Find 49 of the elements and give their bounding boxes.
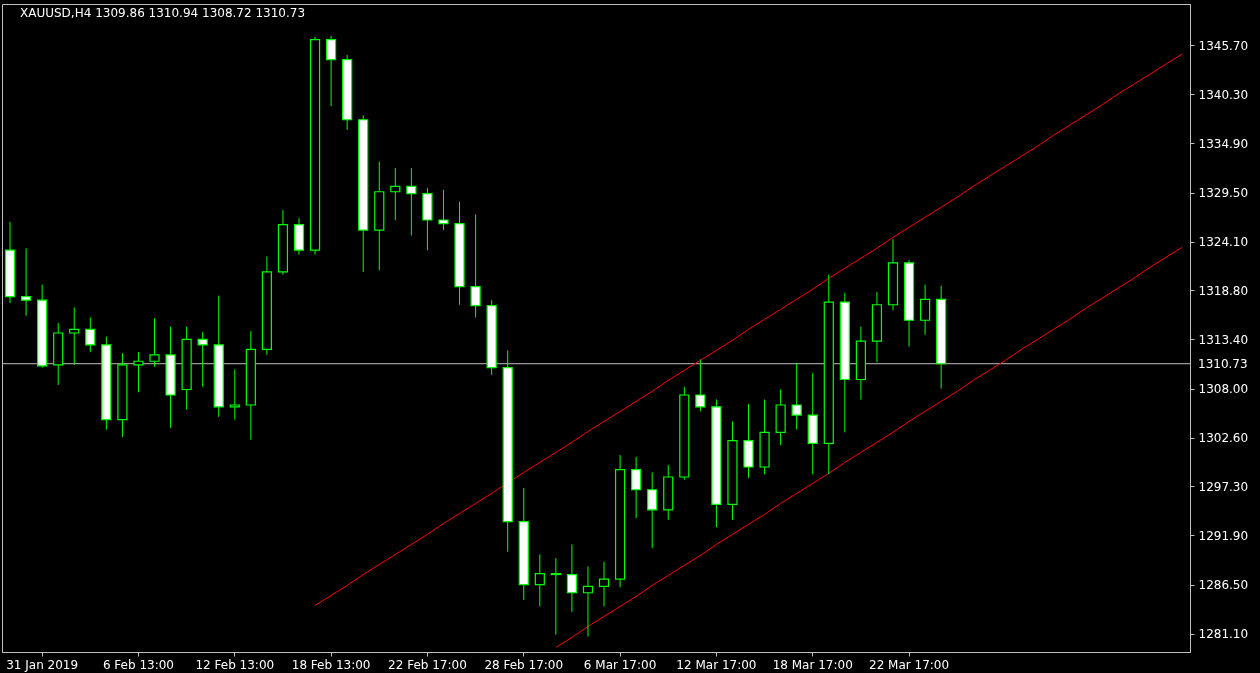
y-tick-label: 1281.10 bbox=[1198, 627, 1249, 642]
candlestick bbox=[647, 471, 658, 549]
y-tick-label: 1291.90 bbox=[1198, 528, 1249, 543]
candlestick bbox=[149, 317, 160, 368]
y-tick-label: 1308.00 bbox=[1198, 382, 1249, 397]
candlestick bbox=[631, 456, 642, 519]
candlestick bbox=[390, 167, 401, 221]
candlestick bbox=[791, 362, 802, 431]
x-tick-label: 28 Feb 17:00 bbox=[484, 657, 564, 672]
x-tick-label: 31 Jan 2019 bbox=[6, 657, 79, 672]
candlestick bbox=[69, 306, 80, 366]
y-tick-label: 1302.60 bbox=[1198, 431, 1249, 446]
line-series bbox=[314, 53, 1183, 607]
candlestick bbox=[534, 553, 545, 607]
candlestick bbox=[326, 35, 337, 107]
candlestick bbox=[229, 368, 240, 421]
y-tick-label: 1324.10 bbox=[1198, 235, 1249, 250]
candlestick bbox=[438, 189, 449, 231]
y-tick-label: 1318.80 bbox=[1198, 283, 1249, 298]
x-tick-label: 6 Mar 17:00 bbox=[583, 657, 657, 672]
x-tick-label: 22 Feb 17:00 bbox=[388, 657, 467, 672]
y-tick-label: 1334.90 bbox=[1198, 136, 1249, 151]
ref-line-label: 1310.73 bbox=[1198, 356, 1248, 371]
candlestick bbox=[566, 543, 578, 613]
x-tick-label: 22 Mar 17:00 bbox=[868, 657, 950, 672]
candlestick bbox=[598, 561, 610, 607]
candlestick bbox=[920, 284, 931, 336]
line-series bbox=[555, 246, 1183, 648]
candlestick bbox=[695, 358, 706, 412]
y-tick-label: 1297.30 bbox=[1198, 479, 1249, 494]
candlestick bbox=[20, 247, 32, 317]
candlestick bbox=[470, 214, 481, 319]
candlestick bbox=[133, 351, 144, 393]
x-tick-label: 12 Feb 13:00 bbox=[195, 657, 275, 672]
candlestick bbox=[85, 317, 96, 353]
candlestick bbox=[582, 565, 594, 638]
chart-title: XAUUSD,H4 1309.86 1310.94 1308.72 1310.73 bbox=[20, 6, 306, 20]
candlestick bbox=[197, 331, 208, 388]
y-tick-label: 1313.40 bbox=[1198, 332, 1249, 347]
y-tick-label: 1340.30 bbox=[1198, 87, 1249, 102]
y-tick-label: 1345.70 bbox=[1198, 38, 1249, 53]
candlestick bbox=[550, 557, 561, 636]
x-tick-label: 18 Feb 13:00 bbox=[291, 657, 371, 672]
candlestick bbox=[406, 167, 417, 236]
x-tick-label: 12 Mar 17:00 bbox=[676, 657, 757, 672]
y-tick-label: 1286.50 bbox=[1198, 578, 1249, 593]
x-tick-label: 6 Feb 13:00 bbox=[102, 657, 175, 672]
y-tick-label: 1329.50 bbox=[1198, 186, 1249, 201]
x-tick-label: 18 Mar 17:00 bbox=[772, 657, 853, 672]
